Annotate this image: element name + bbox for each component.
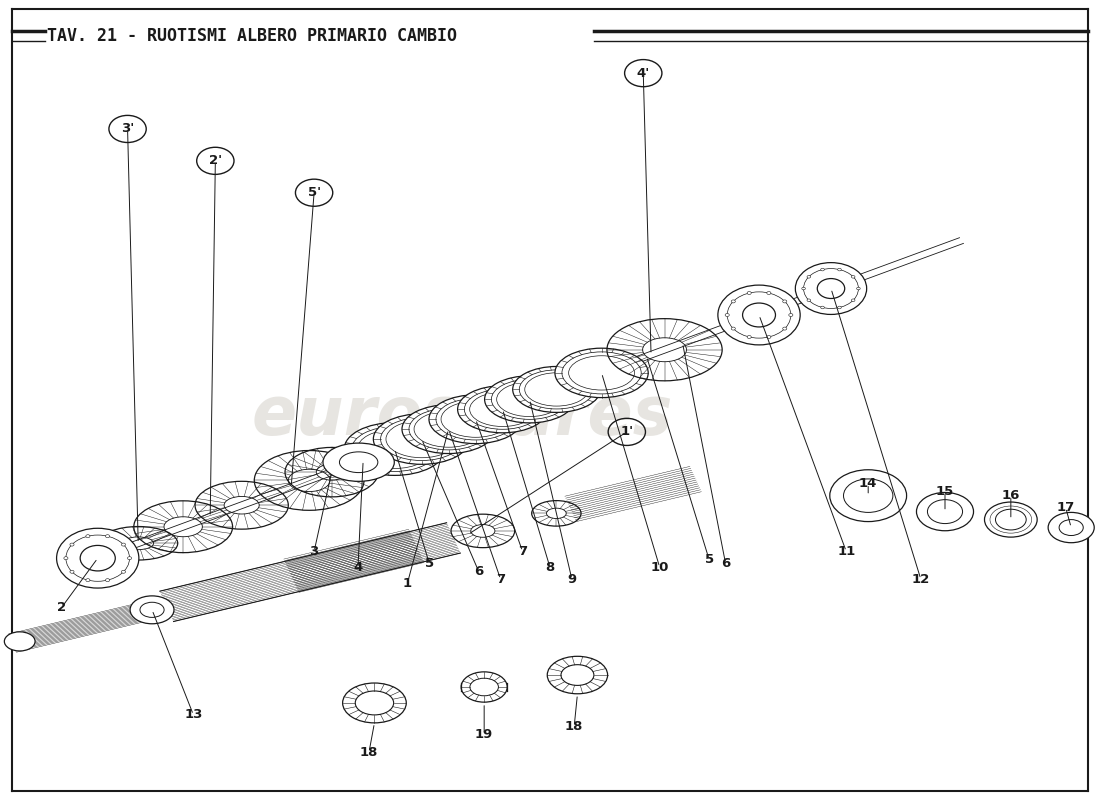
Ellipse shape xyxy=(783,300,786,303)
Ellipse shape xyxy=(56,528,139,588)
Ellipse shape xyxy=(4,632,35,651)
Ellipse shape xyxy=(342,683,406,723)
Text: 2: 2 xyxy=(57,601,66,614)
Ellipse shape xyxy=(732,327,735,330)
Text: 19: 19 xyxy=(475,728,493,742)
Text: 15: 15 xyxy=(936,485,954,498)
Text: 1: 1 xyxy=(403,577,411,590)
Text: 4': 4' xyxy=(637,66,650,80)
Ellipse shape xyxy=(86,534,90,538)
Ellipse shape xyxy=(838,306,842,309)
Ellipse shape xyxy=(789,314,793,317)
Ellipse shape xyxy=(821,306,824,309)
Ellipse shape xyxy=(795,262,867,314)
Ellipse shape xyxy=(767,335,771,338)
Text: 2': 2' xyxy=(209,154,222,167)
Text: 9: 9 xyxy=(568,573,576,586)
Ellipse shape xyxy=(128,557,132,560)
Ellipse shape xyxy=(402,405,495,454)
Text: 18: 18 xyxy=(360,746,378,759)
Text: 5: 5 xyxy=(704,553,714,566)
Ellipse shape xyxy=(554,348,648,398)
Text: 6: 6 xyxy=(720,557,730,570)
Text: 3: 3 xyxy=(309,545,319,558)
Text: 11: 11 xyxy=(837,545,856,558)
Ellipse shape xyxy=(373,414,470,464)
Ellipse shape xyxy=(64,557,68,560)
Text: 10: 10 xyxy=(650,561,669,574)
Ellipse shape xyxy=(747,291,751,294)
Text: eurospares: eurospares xyxy=(252,383,673,449)
Ellipse shape xyxy=(732,300,735,303)
Text: 4: 4 xyxy=(353,561,363,574)
Text: TAV. 21 - RUOTISMI ALBERO PRIMARIO CAMBIO: TAV. 21 - RUOTISMI ALBERO PRIMARIO CAMBI… xyxy=(47,26,458,45)
Ellipse shape xyxy=(121,543,125,546)
Text: 14: 14 xyxy=(859,478,878,490)
Ellipse shape xyxy=(485,376,574,423)
Ellipse shape xyxy=(857,287,860,290)
Ellipse shape xyxy=(70,570,74,574)
Text: 1': 1' xyxy=(620,426,634,438)
Ellipse shape xyxy=(548,656,607,694)
Ellipse shape xyxy=(461,672,507,702)
Text: 7: 7 xyxy=(518,545,527,558)
Ellipse shape xyxy=(984,502,1037,537)
Ellipse shape xyxy=(429,395,522,444)
Ellipse shape xyxy=(807,275,811,278)
Text: 12: 12 xyxy=(912,573,930,586)
Ellipse shape xyxy=(821,268,824,271)
Ellipse shape xyxy=(851,299,855,302)
Ellipse shape xyxy=(106,578,110,582)
Ellipse shape xyxy=(121,570,125,574)
Ellipse shape xyxy=(767,291,771,294)
Text: 5': 5' xyxy=(308,186,321,199)
Ellipse shape xyxy=(86,578,90,582)
Ellipse shape xyxy=(344,422,446,475)
Ellipse shape xyxy=(513,366,601,412)
Ellipse shape xyxy=(458,386,548,433)
Ellipse shape xyxy=(916,493,974,530)
Text: 5: 5 xyxy=(425,557,433,570)
Text: 3': 3' xyxy=(121,122,134,135)
Ellipse shape xyxy=(783,327,786,330)
Ellipse shape xyxy=(70,543,74,546)
Ellipse shape xyxy=(1048,513,1094,542)
Text: 13: 13 xyxy=(184,709,202,722)
Ellipse shape xyxy=(718,285,800,345)
Ellipse shape xyxy=(807,299,811,302)
Ellipse shape xyxy=(802,287,805,290)
Text: 7: 7 xyxy=(496,573,505,586)
Text: 6: 6 xyxy=(474,565,483,578)
Ellipse shape xyxy=(725,314,729,317)
Text: 8: 8 xyxy=(546,561,554,574)
Ellipse shape xyxy=(829,470,906,522)
Ellipse shape xyxy=(106,534,110,538)
Text: 18: 18 xyxy=(565,720,583,734)
Ellipse shape xyxy=(323,443,394,482)
Ellipse shape xyxy=(130,596,174,624)
Text: 16: 16 xyxy=(1002,489,1020,502)
Ellipse shape xyxy=(747,335,751,338)
Text: 17: 17 xyxy=(1057,501,1075,514)
Ellipse shape xyxy=(851,275,855,278)
Ellipse shape xyxy=(838,268,842,271)
